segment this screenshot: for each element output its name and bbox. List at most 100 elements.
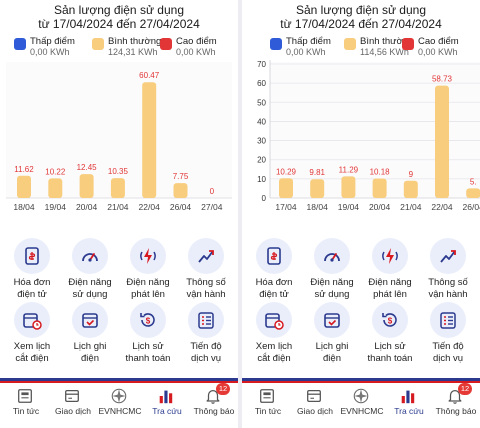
tab-label: Giao dịch (297, 406, 333, 416)
menu-item-schedule[interactable]: Xem lịch cắt điện (2, 302, 62, 368)
invoice-icon (267, 247, 281, 265)
bar[interactable] (173, 183, 188, 198)
menu-item-invoice[interactable]: Hóa đơn điện tử (244, 238, 304, 304)
transaction-icon (65, 389, 79, 403)
left-screen: Sản lượng điện sử dụng từ 17/04/2024 đến… (0, 0, 238, 428)
legend-value: 0,00 KWh (30, 47, 70, 57)
tab-transaction[interactable]: Giao dịch (291, 385, 338, 425)
tab-evn-logo[interactable]: EVNHCMC (96, 385, 143, 425)
menu-item-gauge[interactable]: Điện năng sử dụng (302, 238, 362, 304)
y-tick-label: 70 (257, 60, 266, 69)
bar-value-label: 10.29 (276, 167, 297, 176)
menu-item-invoice[interactable]: Hóa đơn điện tử (2, 238, 62, 304)
bar[interactable] (17, 175, 31, 198)
calendar-check-icon (324, 313, 340, 328)
x-tick-label: 21/04 (400, 202, 422, 212)
y-tick-label: 40 (257, 117, 266, 126)
bar[interactable] (110, 178, 125, 198)
menu-icon-circle (130, 238, 166, 274)
y-tick-label: 30 (257, 137, 266, 146)
tab-bell[interactable]: 12 Thông báo (190, 383, 237, 425)
bar[interactable] (79, 174, 94, 198)
menu-item-checklist[interactable]: Tiến độ dịch vụ (176, 302, 236, 368)
bar-value-label: 0 (210, 187, 215, 196)
consumption-bar-chart[interactable]: 11.62 18/04 10.22 19/04 12.45 20/04 10.35 21/04… (0, 56, 238, 220)
peak-swatch (160, 38, 172, 50)
menu-item-trend[interactable]: Thông số vận hành (176, 238, 236, 304)
menu-item-gauge[interactable]: Điện năng sử dụng (60, 238, 120, 304)
x-tick-label: 17/04 (275, 202, 297, 212)
menu-icon-circle: $ (372, 302, 408, 338)
bar-value-label: 11.62 (14, 165, 34, 174)
tab-bar-chart[interactable]: Tra cứu (385, 385, 432, 425)
menu-label: Hóa đơn điện tử (255, 277, 293, 300)
bar-value-label: 12.45 (77, 163, 98, 172)
menu-item-payment-history[interactable]: $ Lịch sử thanh toán (360, 302, 420, 368)
tab-bar-chart[interactable]: Tra cứu (143, 385, 190, 425)
menu-item-trend[interactable]: Thông số vận hành (418, 238, 478, 304)
peak-swatch (402, 38, 414, 50)
svg-text:$: $ (146, 317, 151, 326)
bar[interactable] (279, 178, 293, 198)
x-tick-label: 26/04 (170, 202, 192, 212)
menu-icon-circle (430, 302, 466, 338)
calendar-check-icon (82, 313, 98, 328)
payment-history-icon: $ (382, 313, 397, 327)
menu-icon-circle (188, 302, 224, 338)
legend-name: Bình thường (108, 36, 162, 47)
bar[interactable] (403, 180, 418, 198)
bar[interactable] (372, 178, 387, 198)
checklist-icon (440, 312, 456, 329)
bar-value-label: 58.73 (432, 75, 453, 84)
menu-label: Điện năng phát lên (368, 277, 412, 300)
menu-icon-circle (256, 302, 292, 338)
bar[interactable] (466, 188, 480, 198)
tab-label: Tin tức (12, 406, 40, 416)
menu-item-calendar-check[interactable]: Lịch ghi điện (60, 302, 120, 368)
bottom-tab-bar: Tin tức Giao dịch EVNHCMC Tra cứu 12 Thông bá… (242, 378, 480, 428)
menu-item-payment-history[interactable]: $ Lịch sử thanh toán (118, 302, 178, 368)
menu-icon-circle: $ (130, 302, 166, 338)
power-up-icon (382, 248, 398, 264)
schedule-icon (265, 313, 284, 330)
bottom-tab-bar: Tin tức Giao dịch EVNHCMC Tra cứu 12 Thông bá… (0, 378, 238, 428)
tab-transaction[interactable]: Giao dịch (49, 385, 96, 425)
tab-news[interactable]: Tin tức (2, 385, 49, 425)
menu-item-checklist[interactable]: Tiến độ dịch vụ (418, 302, 478, 368)
tab-bar-red-stripe (0, 381, 238, 383)
menu-label: Hóa đơn điện tử (13, 277, 51, 300)
x-tick-label: 21/04 (107, 202, 129, 212)
bar[interactable] (341, 176, 356, 198)
menu-item-power-up[interactable]: Điện năng phát lên (118, 238, 178, 304)
legend-value: 0,00 KWh (286, 47, 326, 57)
tab-bell[interactable]: 12 Thông báo (432, 383, 479, 425)
legend-name: Thấp điểm (286, 36, 331, 47)
menu-item-power-up[interactable]: Điện năng phát lên (360, 238, 420, 304)
bar-value-label: 60.47 (139, 71, 160, 80)
bar[interactable] (435, 85, 449, 198)
menu-item-calendar-check[interactable]: Lịch ghi điện (302, 302, 362, 368)
chart-title: Sản lượng điện sử dụng (53, 3, 185, 17)
schedule-icon (23, 313, 42, 330)
bar[interactable] (310, 179, 325, 198)
x-tick-label: 20/04 (76, 202, 98, 212)
x-tick-label: 19/04 (338, 202, 360, 212)
tab-news[interactable]: Tin tức (244, 385, 291, 425)
bar-value-label: 5. (470, 177, 477, 186)
invoice-icon (25, 247, 39, 265)
menu-label: Lịch sử thanh toán (367, 341, 413, 364)
transaction-icon (307, 389, 321, 403)
menu-label: Xem lịch cắt điện (13, 341, 51, 364)
chart-title: Sản lượng điện sử dụng (295, 3, 427, 17)
bar[interactable] (142, 82, 157, 198)
menu-icon-circle (430, 238, 466, 274)
menu-label: Lịch ghi điện (315, 341, 349, 364)
bar-value-label: 7.75 (173, 172, 189, 181)
tab-evn-logo[interactable]: EVNHCMC (338, 385, 385, 425)
menu-icon-circle (72, 238, 108, 274)
menu-item-schedule[interactable]: Xem lịch cắt điện (244, 302, 304, 368)
tab-bar-red-stripe (242, 381, 480, 383)
consumption-bar-chart[interactable]: 0 10 20 30 40 50 60 70 10.29 17/04 9.81 18/04 11.29 1… (242, 56, 480, 220)
bar[interactable] (48, 178, 63, 198)
bar-value-label: 10.22 (45, 167, 66, 176)
